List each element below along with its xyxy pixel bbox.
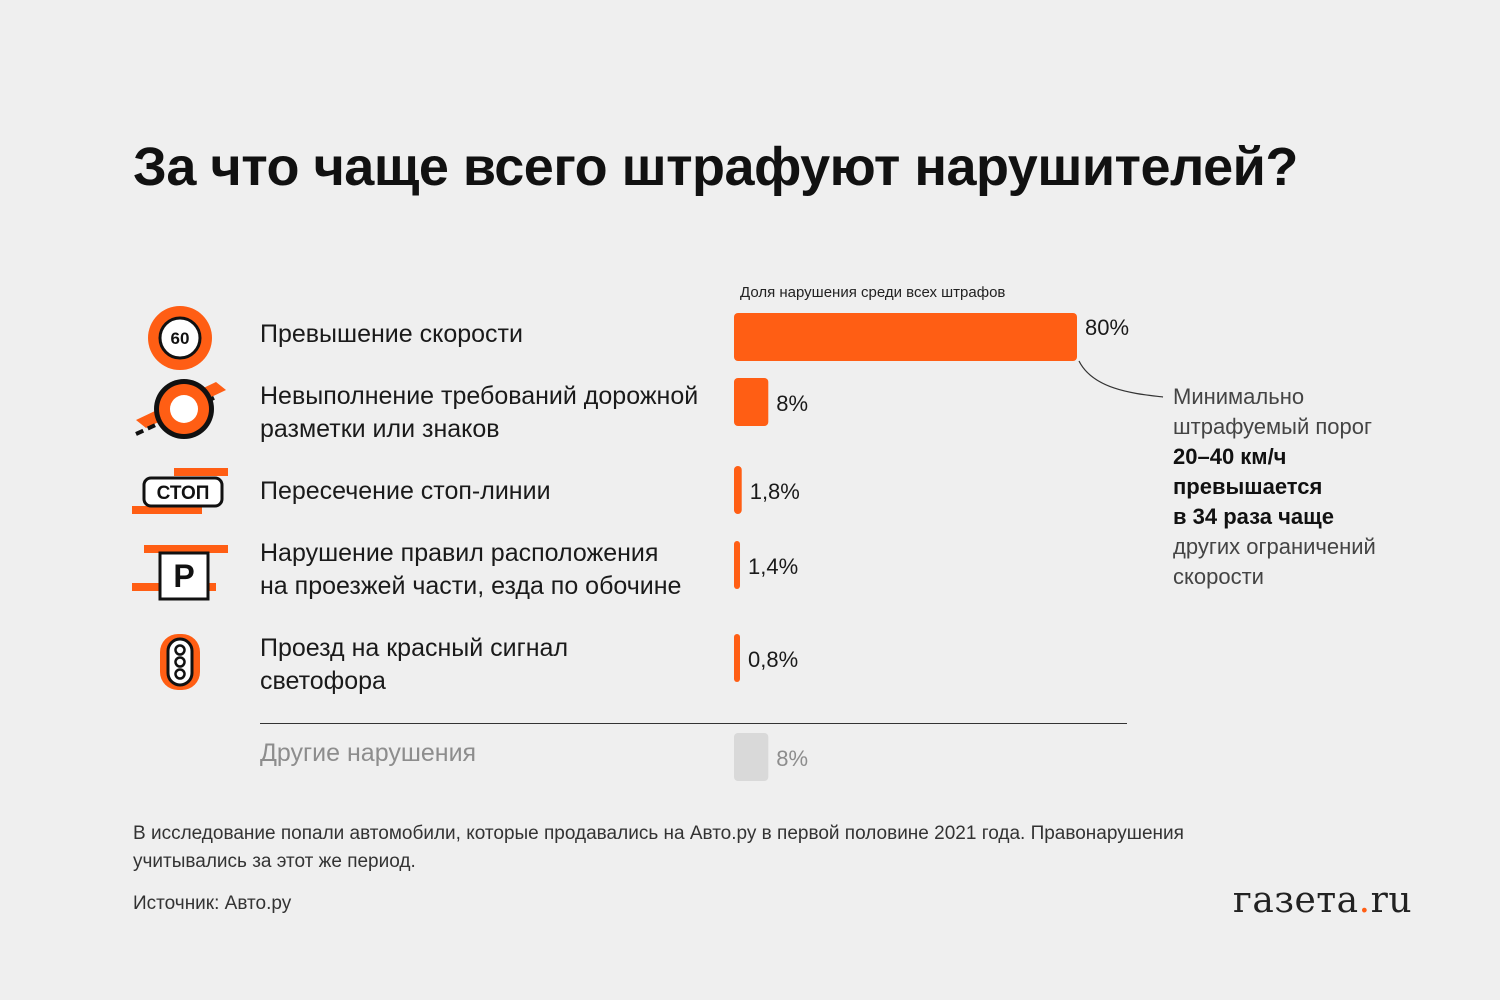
bar-3 (734, 541, 741, 589)
page-title: За что чаще всего штрафуют нарушителей? (133, 137, 1298, 197)
speed-callout: Минимально штрафуемый порог 20–40 км/ч п… (1173, 382, 1433, 592)
row-label-road-markings: Невыполнение требований дорожной разметк… (260, 382, 699, 443)
logo-dot: . (1358, 880, 1371, 921)
bar-0 (734, 313, 1077, 361)
callout-connector (1078, 360, 1164, 398)
row-label-stop-line: Пересечение стоп-линии (260, 477, 551, 505)
callout-bold-3: в 34 раза чаще (1173, 504, 1334, 529)
callout-bold-1: 20–40 км/ч (1173, 444, 1287, 469)
parking-text: P (173, 558, 194, 594)
callout-line-3: других ограничений (1173, 534, 1376, 559)
divider (260, 723, 1127, 724)
speed-limit-60-icon: 60 (146, 304, 214, 372)
callout-line-1: Минимально (1173, 384, 1305, 409)
stop-line-icon: СТОП (132, 466, 228, 518)
source-note: Источник: Авто.ру (133, 893, 292, 914)
road-sign-icon (132, 376, 228, 442)
footnote: В исследование попали автомобили, которы… (133, 823, 1184, 872)
row-label-lane-position: Нарушение правил расположения на проезже… (260, 539, 682, 600)
bar-value-label-5: 8% (776, 746, 808, 771)
publisher-logo: газета.ru (1233, 880, 1412, 921)
parking-sign-icon: P (132, 543, 228, 603)
bar-value-label-3: 1,4% (748, 554, 798, 579)
callout-line-4: скорости (1173, 564, 1264, 589)
bar-2 (734, 466, 742, 514)
bar-1 (734, 378, 769, 426)
bar-4 (734, 634, 740, 682)
logo-main: газета (1233, 880, 1359, 921)
logo-tld: ru (1370, 880, 1413, 921)
callout-bold-2: превышается (1173, 474, 1323, 499)
row-label-other: Другие нарушения (260, 739, 477, 767)
bar-value-label-0: 80% (1085, 315, 1129, 340)
traffic-light-icon (158, 632, 202, 692)
callout-line-2: штрафуемый порог (1173, 414, 1373, 439)
stop-text: СТОП (157, 483, 210, 504)
speed-limit-text: 60 (171, 329, 190, 348)
bar-value-label-1: 8% (776, 391, 808, 416)
row-label-speeding: Превышение скорости (260, 320, 523, 348)
bar-value-label-2: 1,8% (750, 479, 800, 504)
bar-5 (734, 733, 769, 781)
bar-value-label-4: 0,8% (748, 647, 798, 672)
row-label-red-light: Проезд на красный сигнал светофора (260, 634, 569, 695)
bar-caption: Доля нарушения среди всех штрафов (740, 284, 1006, 301)
